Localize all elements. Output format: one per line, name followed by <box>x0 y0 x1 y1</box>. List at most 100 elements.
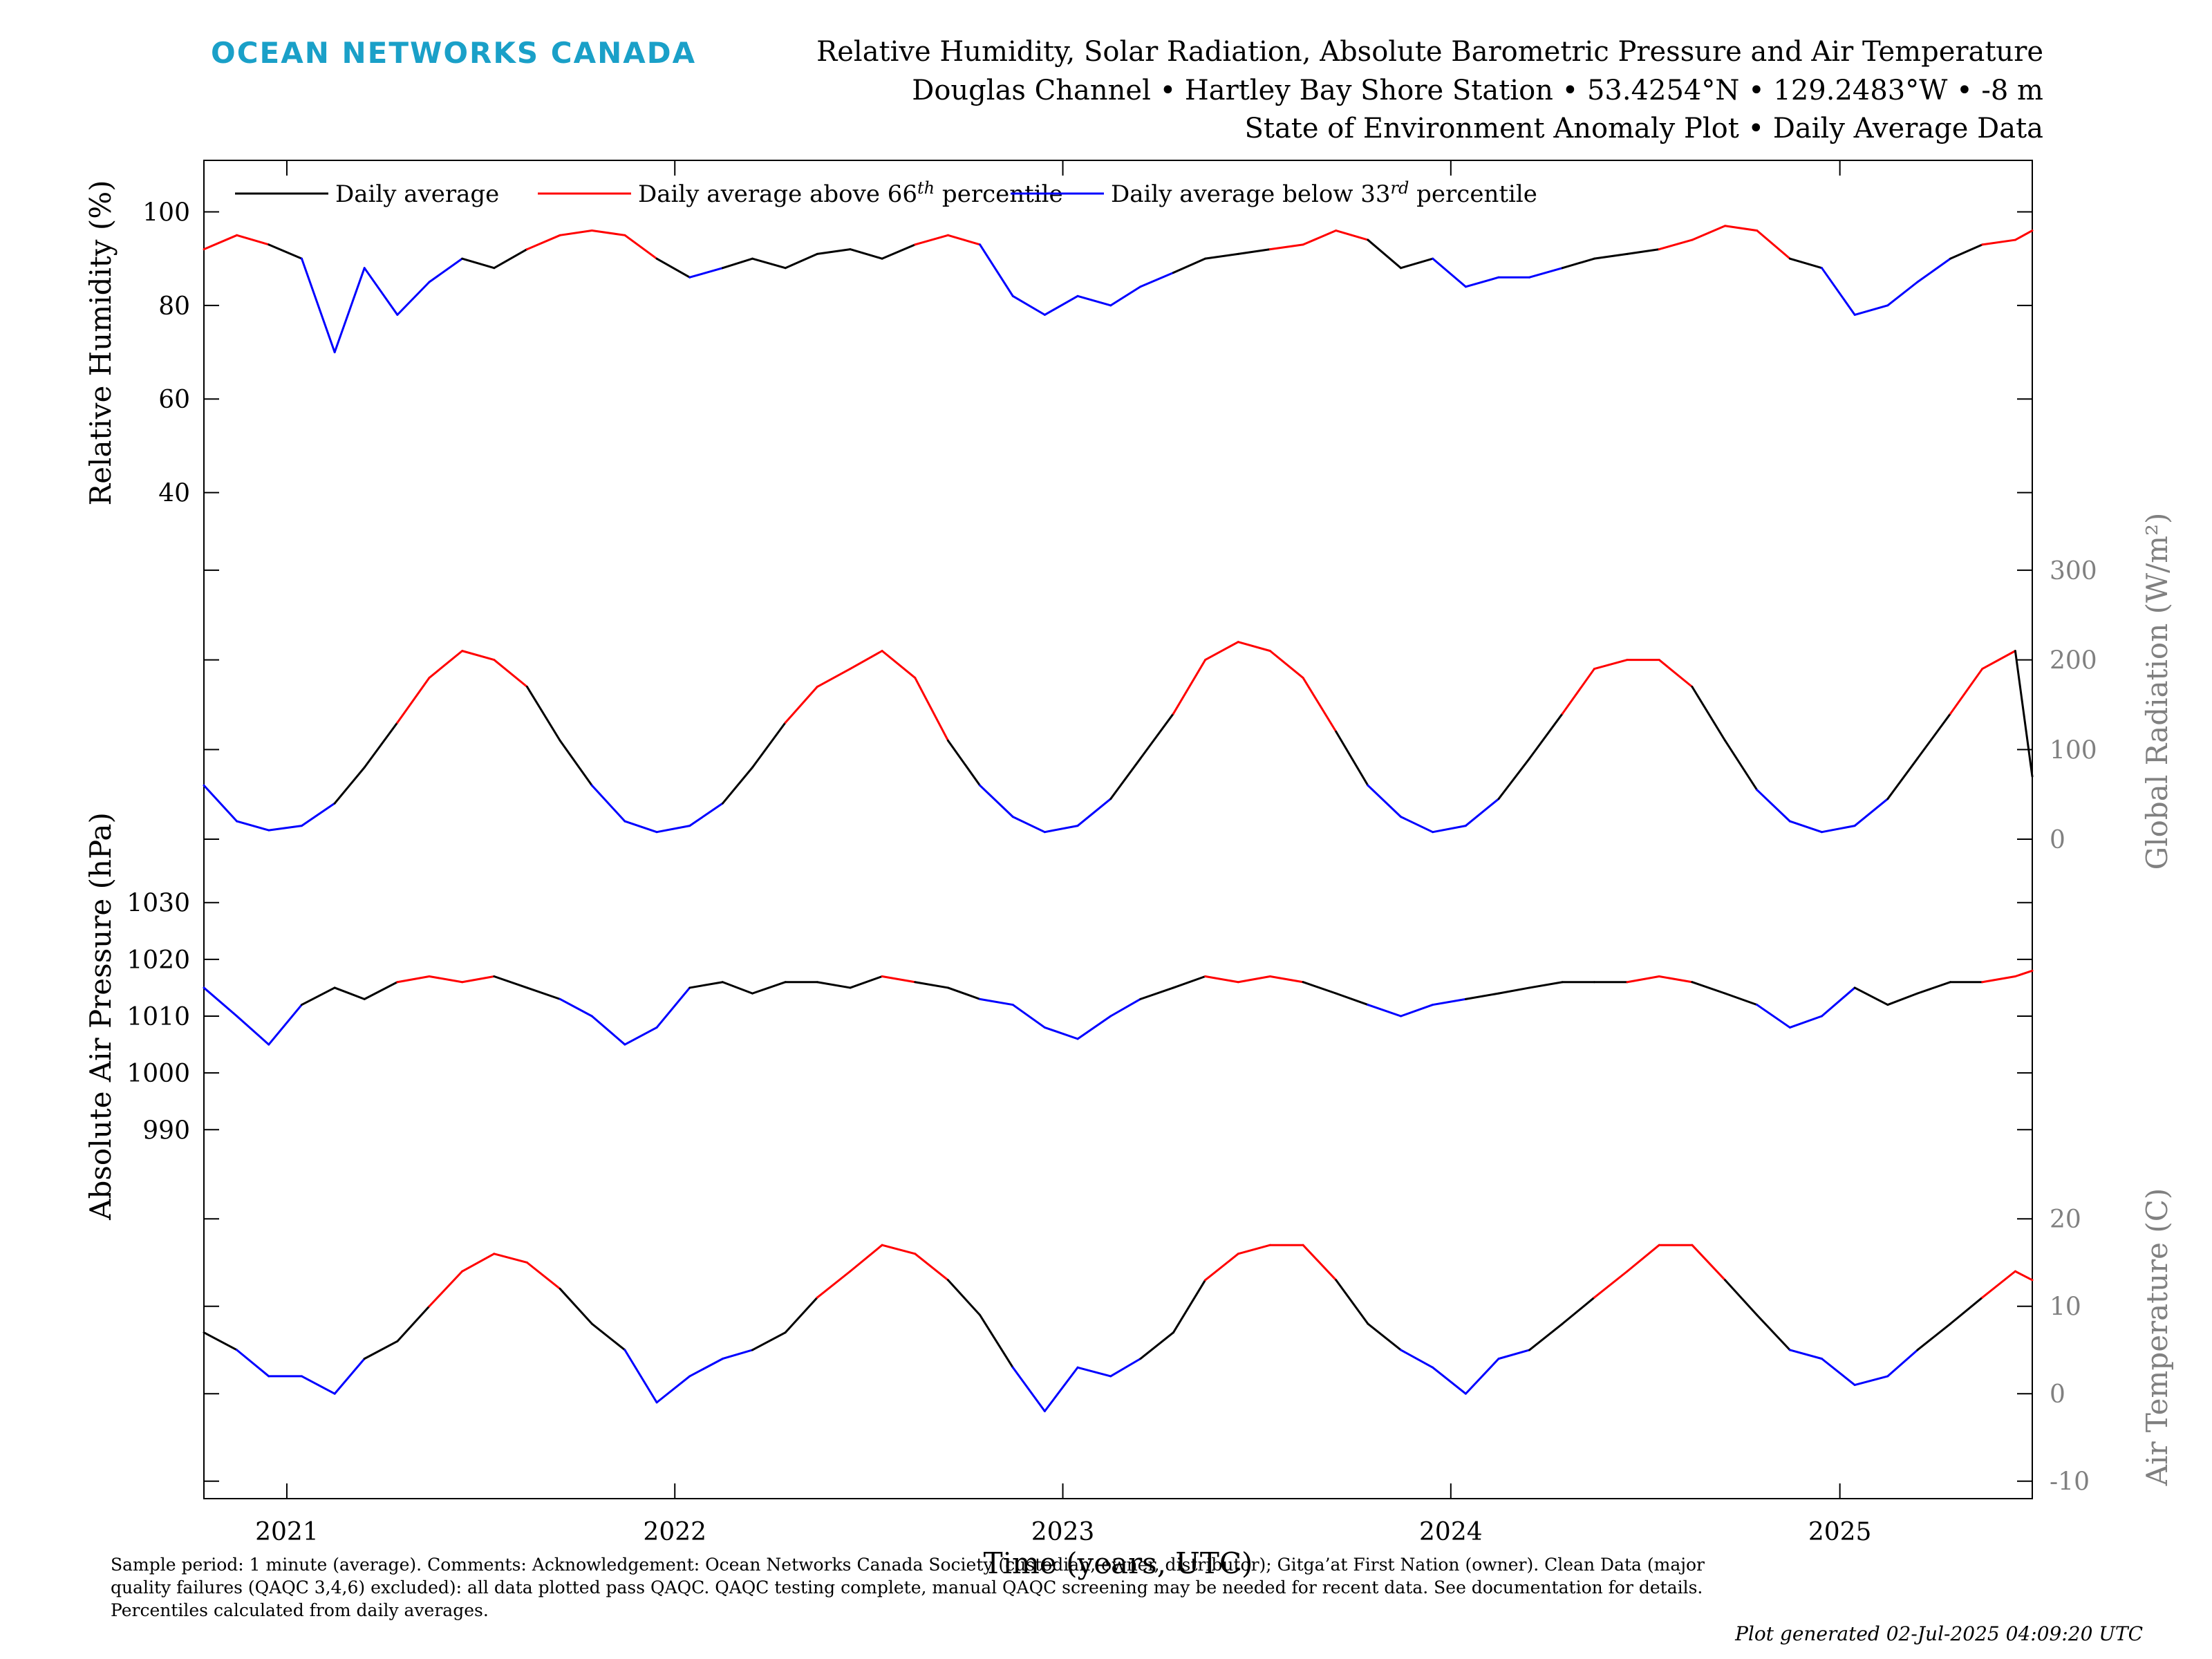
temperature-segment <box>1204 1253 1239 1282</box>
temperature-segment <box>1043 1366 1079 1413</box>
temperature-segment <box>2014 1270 2034 1282</box>
temperature-segment <box>751 1331 787 1351</box>
radiation-segment <box>1949 668 1984 715</box>
humidity-segment <box>1139 271 1174 288</box>
humidity-segment <box>1724 225 1759 232</box>
radiation-segment <box>1853 798 1889 827</box>
pressure-tick-label-1010: 1010 <box>126 1003 190 1031</box>
humidity-segment <box>946 234 982 246</box>
pressure-segment <box>1400 1004 1434 1018</box>
temperature-segment <box>1853 1375 1889 1387</box>
humidity-segment <box>721 257 753 270</box>
humidity-segment <box>1237 248 1271 255</box>
pressure-segment <box>721 981 753 995</box>
radiation-segment <box>751 721 787 769</box>
radiation-segment <box>1400 816 1434 834</box>
radiation-segment <box>1237 641 1271 653</box>
pressure-segment <box>525 986 561 1000</box>
x-tick-label-2021: 2021 <box>255 1518 319 1546</box>
temperature-segment <box>849 1244 883 1273</box>
humidity-segment <box>493 248 528 270</box>
temperature-segment <box>1139 1331 1174 1360</box>
pressure-segment <box>1756 1004 1791 1029</box>
brand-logo-text: OCEAN NETWORKS CANADA <box>211 36 697 70</box>
radiation-segment <box>1204 641 1239 662</box>
radiation-segment <box>300 802 336 827</box>
pressure-segment <box>396 975 431 984</box>
chart-title: Relative Humidity, Solar Radiation, Abso… <box>816 36 2043 68</box>
humidity-segment <box>590 229 626 236</box>
pressure-segment <box>914 981 949 989</box>
pressure-segment <box>590 1015 626 1046</box>
pressure-segment <box>1302 981 1338 995</box>
temperature-segment <box>1626 1244 1660 1273</box>
humidity-segment <box>688 267 724 279</box>
pressure-segment <box>1626 975 1660 984</box>
temperature-segment <box>1367 1322 1403 1351</box>
x-tick-label-2023: 2023 <box>1031 1518 1095 1546</box>
temperature-tick-label--10: -10 <box>2050 1468 2090 1497</box>
humidity-segment <box>914 234 949 246</box>
humidity-segment <box>979 243 1014 297</box>
pressure-segment <box>1497 986 1531 995</box>
temperature-segment <box>1724 1279 1759 1316</box>
humidity-segment <box>1109 285 1142 307</box>
humidity-segment <box>300 257 336 354</box>
humidity-segment <box>1626 248 1660 255</box>
temperature-tick-label-10: 10 <box>2050 1293 2081 1322</box>
temperature-segment <box>396 1305 431 1342</box>
radiation-segment <box>1497 757 1531 800</box>
radiation-segment <box>914 677 949 742</box>
temperature-segment <box>1172 1279 1207 1334</box>
temperature-segment <box>1593 1270 1629 1299</box>
temperature-segment <box>1981 1270 2016 1299</box>
pressure-segment <box>203 986 238 1018</box>
humidity-segment <box>816 248 852 255</box>
radiation-segment <box>333 766 366 805</box>
humidity-segment <box>1011 294 1046 316</box>
radiation-segment <box>1011 816 1046 834</box>
radiation-segment <box>1593 659 1629 671</box>
temperature-segment <box>1076 1366 1112 1378</box>
radiation-segment <box>1172 659 1207 715</box>
pressure-segment <box>688 981 724 989</box>
temperature-segment <box>461 1253 496 1273</box>
temperature-segment <box>1788 1349 1824 1360</box>
x-tick-label-2022: 2022 <box>643 1518 706 1546</box>
plot-type-subtitle: State of Environment Anomaly Plot • Dail… <box>1244 113 2043 144</box>
humidity-segment <box>461 257 496 270</box>
humidity-tick-label-60: 60 <box>158 386 190 414</box>
pressure-segment <box>624 1026 658 1046</box>
radiation-segment <box>1043 825 1079 834</box>
radiation-segment <box>1724 739 1759 791</box>
station-subtitle: Douglas Channel • Hartley Bay Shore Stat… <box>912 75 2043 106</box>
pressure-segment <box>1464 992 1500 1000</box>
radiation-tick-label-100: 100 <box>2050 736 2097 765</box>
humidity-segment <box>655 257 691 279</box>
radiation-segment <box>559 739 593 787</box>
temperature-segment <box>1528 1322 1564 1351</box>
humidity-segment <box>751 257 787 270</box>
radiation-segment <box>1302 677 1338 733</box>
temperature-segment <box>1691 1244 1727 1282</box>
pressure-segment <box>946 986 982 1000</box>
radiation-tick-label-300: 300 <box>2050 557 2097 585</box>
pressure-segment <box>493 975 528 989</box>
pressure-segment <box>1268 975 1304 984</box>
pressure-segment <box>1109 997 1142 1018</box>
humidity-y-axis-label: Relative Humidity (%) <box>84 180 118 505</box>
humidity-segment <box>1432 257 1467 288</box>
humidity-segment <box>2014 229 2034 241</box>
temperature-segment <box>624 1349 658 1404</box>
temperature-segment <box>493 1253 528 1264</box>
temperature-segment <box>525 1261 561 1290</box>
humidity-segment <box>1788 257 1824 270</box>
pressure-y-axis-label: Absolute Air Pressure (hPa) <box>84 812 118 1221</box>
radiation-segment <box>1335 730 1369 787</box>
humidity-segment <box>1464 276 1500 288</box>
humidity-segment <box>849 248 883 260</box>
pressure-segment <box>1916 981 1952 995</box>
humidity-segment <box>525 234 561 251</box>
radiation-segment <box>493 659 528 688</box>
radiation-tick-label-0: 0 <box>2050 826 2065 854</box>
